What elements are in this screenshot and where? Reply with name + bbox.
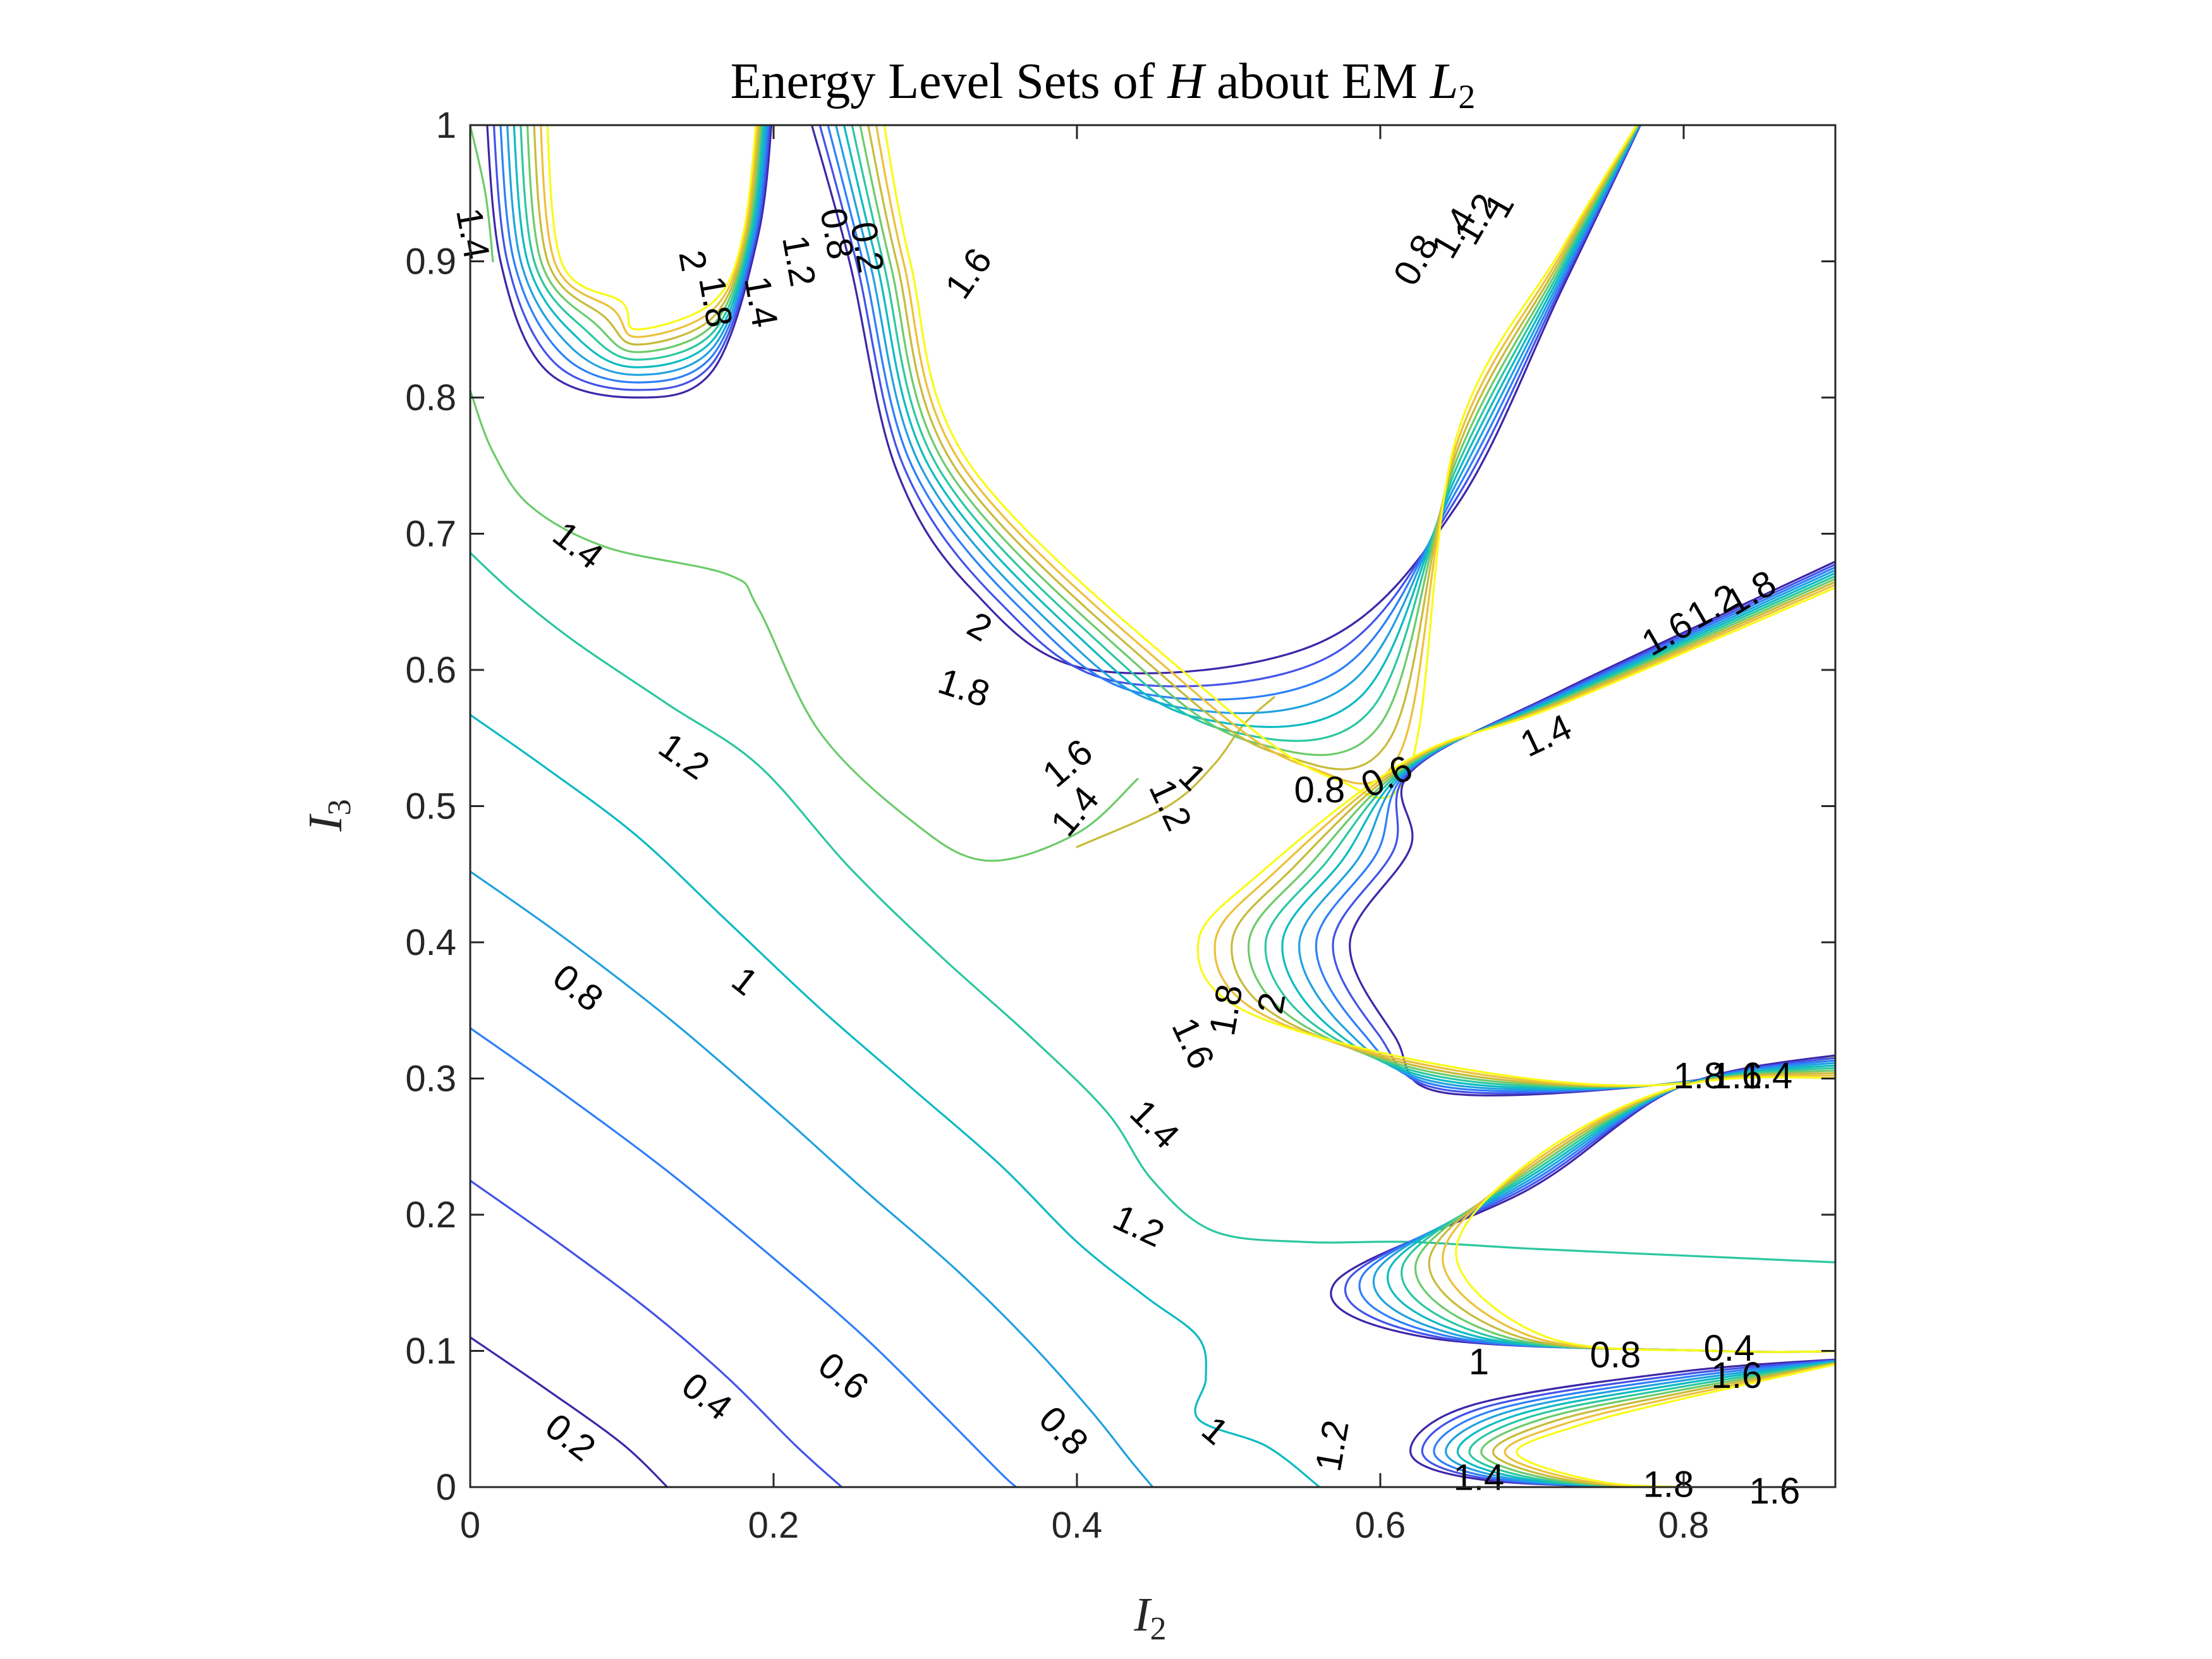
title-point: L bbox=[1430, 54, 1459, 109]
fan-bottom-u-9 bbox=[1516, 1363, 1835, 1487]
title-prefix: Energy Level Sets of bbox=[731, 54, 1168, 109]
svg-text:I3: I3 bbox=[299, 799, 358, 832]
fan-bottom-u-1 bbox=[1421, 1359, 1835, 1487]
contour-label-39: 1.2 bbox=[774, 232, 823, 289]
x-tick-label-4: 0.8 bbox=[1658, 1505, 1710, 1546]
contour-label-8: 1.6 bbox=[1749, 1471, 1801, 1512]
y-tick-label-1: 0.1 bbox=[405, 1331, 456, 1372]
y-tick-label-10: 1 bbox=[436, 105, 456, 146]
fan-bottom-u-5 bbox=[1468, 1361, 1835, 1487]
fan-upper-u-3 bbox=[835, 125, 1641, 715]
y-tick-label-0: 0 bbox=[436, 1467, 456, 1508]
contour-line-0-6-2 bbox=[470, 1027, 1018, 1487]
x-axis-ticks: 0 0.2 0.4 0.6 0.8 bbox=[460, 125, 1709, 1546]
fan-bottom-u-0 bbox=[1409, 1358, 1835, 1487]
contour-label-37: 1.8 bbox=[691, 273, 740, 331]
fan-top-left-9 bbox=[546, 125, 757, 331]
svg-text:I2: I2 bbox=[1133, 1588, 1166, 1647]
fan-upper-u-9 bbox=[883, 125, 1638, 799]
y-tick-label-9: 0.9 bbox=[405, 241, 456, 283]
x-axis-label: I2 bbox=[1133, 1588, 1166, 1647]
fan-bottom-u-4 bbox=[1457, 1361, 1835, 1487]
y-label-sub: 3 bbox=[322, 799, 358, 815]
contour-label-5: 1.2 bbox=[1308, 1417, 1357, 1474]
contour-line-1-4-6 bbox=[470, 389, 1139, 862]
title-middle: about EM bbox=[1204, 54, 1430, 109]
y-tick-label-4: 0.4 bbox=[405, 922, 456, 963]
fan-right-u-9 bbox=[1196, 586, 1835, 1087]
contour-line-0-2-0 bbox=[470, 1336, 669, 1487]
fan-lower-u-9 bbox=[1455, 1076, 1835, 1353]
title-point-sub: 2 bbox=[1458, 78, 1475, 116]
fan-top-left-3 bbox=[506, 125, 767, 376]
fan-bottom-u-3 bbox=[1445, 1360, 1835, 1487]
chart-title: Energy Level Sets of H about EM L2 bbox=[731, 54, 1476, 116]
fan-bottom-u-6 bbox=[1480, 1361, 1835, 1487]
contour-fan-decoration bbox=[486, 125, 1835, 1487]
y-tick-label-7: 0.7 bbox=[405, 514, 456, 555]
x-label-sub: 2 bbox=[1150, 1611, 1167, 1647]
contour-line-1-6-8 bbox=[1076, 696, 1275, 848]
y-tick-label-3: 0.3 bbox=[405, 1059, 456, 1100]
x-tick-label-0: 0 bbox=[460, 1505, 480, 1546]
y-label-symbol: I bbox=[299, 813, 352, 832]
contour-line-0-8-3 bbox=[470, 870, 1154, 1487]
x-label-symbol: I bbox=[1133, 1588, 1152, 1641]
fan-top-left-7 bbox=[533, 125, 761, 346]
fan-upper-u-6 bbox=[859, 125, 1639, 757]
contour-label-22: 1.4 bbox=[448, 205, 497, 262]
contour-label-48: 1.4 bbox=[1742, 1055, 1793, 1097]
contour-line-1-4 bbox=[470, 714, 1321, 1487]
fan-bottom-u-7 bbox=[1492, 1362, 1835, 1487]
contour-label-38: 1.4 bbox=[736, 273, 786, 331]
contour-label-46: 1.8 bbox=[1674, 1055, 1725, 1097]
fan-top-left-8 bbox=[540, 125, 759, 338]
x-tick-label-3: 0.6 bbox=[1355, 1505, 1406, 1546]
fan-upper-u-1 bbox=[818, 125, 1641, 688]
fan-top-left-1 bbox=[492, 125, 771, 391]
contour-label-9: 1 bbox=[1469, 1341, 1489, 1382]
contour-label-11: 0.4 bbox=[1704, 1328, 1755, 1369]
y-tick-label-6: 0.6 bbox=[405, 650, 456, 691]
contour-label-12: 1.6 bbox=[1711, 1355, 1763, 1396]
contour-label-10: 0.8 bbox=[1590, 1335, 1641, 1376]
title-symbol: H bbox=[1167, 54, 1206, 109]
contour-label-47: 1.6 bbox=[1711, 1055, 1763, 1097]
x-tick-label-1: 0.2 bbox=[748, 1505, 799, 1546]
y-axis-label: I3 bbox=[299, 799, 358, 832]
contour-label-7: 1.8 bbox=[1643, 1464, 1694, 1505]
fan-upper-u-0 bbox=[810, 125, 1642, 675]
contour-lines bbox=[470, 125, 1835, 1487]
fan-top-left-4 bbox=[513, 125, 766, 368]
contour-line-1-2-5 bbox=[470, 552, 1835, 1263]
contour-label-41: 0.2 bbox=[842, 219, 892, 276]
contour-label-40: 0.8 bbox=[812, 205, 861, 262]
contour-label-30: 0.8 bbox=[1294, 769, 1346, 810]
fan-bottom-u-2 bbox=[1433, 1359, 1835, 1487]
contour-line-1-4-7 bbox=[470, 125, 494, 263]
fan-top-left-5 bbox=[520, 125, 764, 361]
fan-top-left-2 bbox=[499, 125, 769, 384]
contour-label-6: 1.4 bbox=[1454, 1457, 1505, 1498]
y-tick-label-5: 0.5 bbox=[405, 786, 456, 827]
y-axis-ticks: 0 0.1 0.2 0.3 0.4 0.5 0.6 0.7 0.8 0.9 1 bbox=[405, 105, 1835, 1508]
fan-top-left-6 bbox=[526, 125, 762, 353]
fan-upper-u-5 bbox=[851, 125, 1640, 742]
contour-label-18: 1.8 bbox=[1201, 981, 1251, 1039]
y-tick-label-8: 0.8 bbox=[405, 377, 456, 418]
fan-top-left-0 bbox=[486, 125, 773, 399]
fan-bottom-u-8 bbox=[1504, 1363, 1835, 1487]
x-tick-label-2: 0.4 bbox=[1052, 1505, 1103, 1546]
fan-upper-u-2 bbox=[827, 125, 1641, 701]
svg-text:Energy Level Sets of H about E: Energy Level Sets of H about EM L2 bbox=[731, 54, 1476, 116]
y-tick-label-2: 0.2 bbox=[405, 1194, 456, 1236]
contour-line-0-4-1 bbox=[470, 1179, 843, 1487]
